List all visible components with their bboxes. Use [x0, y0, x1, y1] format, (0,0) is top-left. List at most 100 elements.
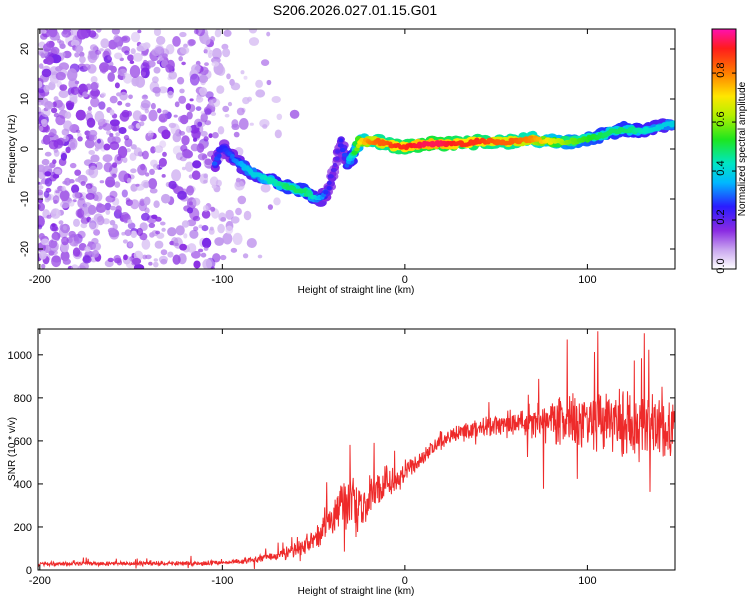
spectrogram-noise-blob	[128, 94, 133, 100]
spectrogram-noise-blob	[107, 56, 112, 60]
spectrogram-noise-blob	[212, 132, 219, 139]
spectrogram-noise-blob	[266, 79, 272, 86]
spectrogram-noise-blob	[132, 110, 142, 121]
spectrogram-y-ticks: -20 -10 0 10 20	[19, 43, 675, 257]
spectrogram-noise-blob	[230, 216, 240, 224]
spectrogram-noise-blob	[58, 40, 65, 47]
spectrogram-noise-blob	[231, 119, 239, 128]
spectrogram-ylabel: Frequency (Hz)	[7, 115, 18, 184]
spectrogram-noise-blob	[90, 154, 100, 163]
snr-ylabel: SNR (10 * v/v)	[7, 417, 18, 481]
spectrogram-noise-blob	[117, 146, 128, 159]
spectrogram-noise-blob	[112, 126, 117, 131]
spectrogram-noise-blob	[41, 108, 51, 118]
spectrogram-noise-blob	[142, 42, 151, 49]
spectrogram-noise-blob	[89, 44, 98, 51]
spectrogram-noise-blob	[43, 43, 52, 52]
spectrogram-noise-blob	[64, 111, 72, 119]
spectrogram-noise-blob	[112, 162, 118, 168]
spectrogram-noise-blob	[148, 222, 156, 228]
spectrogram-noise-blob	[261, 59, 270, 66]
spectrogram-noise-blob	[179, 88, 185, 94]
spectrogram-noise-blob	[153, 261, 159, 268]
spectrogram-noise-blob	[189, 73, 200, 86]
spectrogram-noise-blob	[93, 229, 101, 236]
spectrogram-noise-blob	[205, 91, 214, 99]
spectrogram-noise-blob	[188, 201, 193, 206]
spectrogram-noise-blob	[85, 83, 92, 91]
spectrogram-noise-blob	[99, 180, 105, 184]
spectrogram-noise-blob	[86, 184, 91, 190]
spectrogram-signal-blob	[327, 180, 332, 186]
spectrogram-noise-blob	[172, 254, 181, 265]
spectrogram-noise-blob	[214, 257, 219, 262]
spectrogram-noise-blob	[169, 240, 175, 246]
spectrogram-noise-blob	[127, 54, 134, 62]
spectrogram-noise-blob	[44, 100, 54, 110]
spectrogram-noise-blob	[140, 99, 151, 109]
spectrogram-noise-blob	[211, 48, 222, 60]
spectrogram-noise-blob	[114, 52, 123, 60]
spectrogram-noise-blob	[113, 34, 120, 43]
spectrogram-noise-blob	[158, 113, 168, 123]
spectrogram-signal-blob	[332, 162, 338, 168]
spectrogram-noise-blob	[183, 233, 188, 239]
spectrogram-noise-blob	[105, 119, 110, 123]
spectrogram-noise-blob	[156, 35, 166, 45]
spectrogram-noise-blob	[195, 29, 205, 37]
spectrogram-noise-blob	[76, 29, 88, 40]
spectrogram-noise-blob	[48, 139, 59, 150]
spectrogram-noise-blob	[86, 117, 96, 128]
spectrogram-noise-blob	[141, 212, 150, 221]
spectrogram-noise-blob	[224, 113, 230, 118]
spectrogram-noise-blob	[38, 189, 44, 196]
snr-x-ticks: -200 -100 0 100	[29, 329, 597, 587]
spectrogram-noise-blob	[72, 191, 81, 200]
spectrogram-noise-blob	[226, 73, 231, 80]
spectrogram-noise-blob	[211, 61, 220, 67]
spectrogram-noise-blob	[200, 130, 208, 137]
spectrogram-noise-blob	[75, 178, 80, 182]
spectrogram-noise-blob	[232, 232, 243, 245]
spectrogram-noise-blob	[98, 125, 103, 130]
spectrogram-noise-blob	[96, 29, 102, 33]
colorbar-frame	[711, 28, 737, 270]
spectrogram-noise-blob	[167, 227, 177, 237]
spectrogram-noise-blob	[130, 48, 136, 55]
spectrogram-noise-blob	[249, 122, 254, 126]
spectrogram-noise-blob	[110, 205, 117, 211]
spectrogram-noise-blob	[132, 52, 143, 62]
spectrogram-noise-blob	[243, 210, 252, 221]
spectrogram-noise-blob	[114, 82, 120, 89]
spectrogram-noise-blob	[71, 184, 80, 194]
spectrogram-noise-blob	[41, 158, 50, 166]
x-tick-label: 100	[578, 575, 596, 587]
spectrogram-noise-blob	[51, 255, 62, 268]
spectrogram-noise-blob	[136, 227, 144, 237]
spectrogram-noise-blob	[61, 185, 66, 192]
spectrogram-noise-blob	[105, 195, 116, 203]
spectrogram-x-ticks: -200 -100 0 100	[29, 29, 597, 286]
spectrogram-noise-blob	[117, 70, 122, 75]
spectrogram-noise-blob	[90, 97, 100, 108]
spectrogram-noise-blob	[38, 125, 44, 132]
spectrogram-signal-blob	[335, 149, 341, 154]
spectrogram-noise-blob	[178, 95, 187, 104]
spectrogram-noise-blob	[118, 170, 129, 183]
spectrogram-noise-blob	[107, 65, 115, 71]
spectrogram-noise-blob	[40, 52, 46, 59]
spectrogram-noise-blob	[133, 264, 145, 269]
spectrogram-noise-blob	[79, 262, 89, 269]
spectrogram-noise-blob	[126, 177, 132, 184]
spectrogram-noise-blob	[242, 253, 249, 259]
spectrogram-noise-blob	[141, 50, 149, 57]
spectrogram-noise-blob	[86, 110, 92, 115]
spectrogram-noise-blob	[121, 189, 128, 198]
spectrogram-noise-blob	[199, 173, 209, 185]
spectrogram-noise-blob	[186, 185, 195, 196]
snr-xlabel: Height of straight line (km)	[298, 586, 415, 597]
spectrogram-noise-blob	[185, 125, 192, 133]
spectrogram-noise-blob	[130, 31, 141, 43]
spectrogram-noise-blob	[49, 128, 57, 137]
spectrogram-noise-blob	[121, 231, 126, 236]
